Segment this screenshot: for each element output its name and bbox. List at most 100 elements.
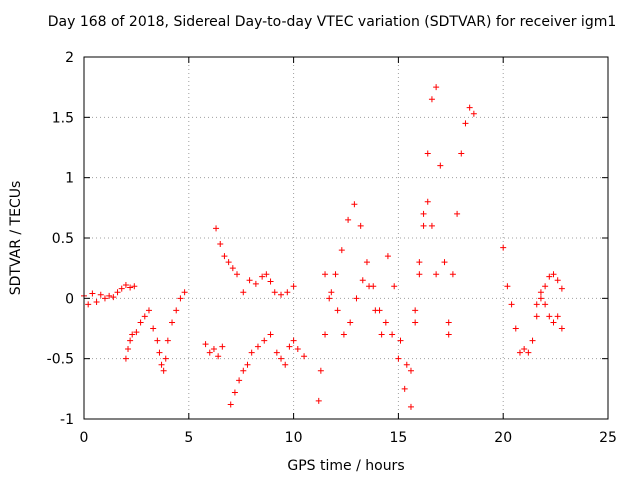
y-tick-label: 2: [65, 50, 74, 66]
data-point: [278, 291, 285, 298]
data-point: [210, 346, 217, 353]
y-tick-label: -1: [60, 412, 74, 428]
data-point: [114, 289, 121, 296]
data-point: [420, 210, 427, 217]
x-tick-label: 0: [80, 430, 89, 446]
data-point: [248, 349, 255, 356]
data-point: [462, 120, 469, 127]
data-point: [158, 361, 165, 368]
series-seg4: [213, 225, 297, 298]
data-point: [372, 307, 379, 314]
data-point: [127, 284, 134, 291]
data-point: [254, 343, 261, 350]
data-point: [353, 295, 360, 302]
data-point: [215, 353, 222, 360]
data-point: [533, 313, 540, 320]
data-point: [445, 331, 452, 338]
data-point: [416, 271, 423, 278]
data-point: [282, 361, 289, 368]
data-point: [160, 367, 167, 374]
data-point: [164, 337, 171, 344]
data-point: [449, 271, 456, 278]
data-point: [217, 241, 224, 248]
data-point: [129, 331, 136, 338]
data-point: [328, 289, 335, 296]
data-point: [542, 301, 549, 308]
data-point: [537, 289, 544, 296]
series-seg2: [122, 289, 188, 374]
data-point: [240, 289, 247, 296]
data-point: [127, 337, 134, 344]
data-point: [521, 346, 528, 353]
data-point: [106, 292, 113, 299]
data-point: [118, 285, 125, 292]
data-point: [500, 244, 507, 251]
data-point: [122, 355, 129, 362]
data-point: [508, 301, 515, 308]
data-point: [221, 253, 228, 260]
grid-lines: [84, 57, 608, 419]
data-point: [332, 271, 339, 278]
data-point: [202, 341, 209, 348]
data-point: [317, 367, 324, 374]
data-point: [533, 301, 540, 308]
data-point: [441, 259, 448, 266]
data-point: [412, 307, 419, 314]
data-point: [351, 201, 358, 208]
data-point: [382, 319, 389, 326]
x-tick-label: 15: [389, 430, 407, 446]
series-seg1: [81, 282, 138, 308]
data-point: [550, 271, 557, 278]
data-point: [284, 289, 291, 296]
data-point: [141, 313, 148, 320]
data-point: [133, 329, 140, 336]
data-point: [366, 283, 373, 290]
series-seg5: [227, 331, 308, 408]
data-point: [445, 319, 452, 326]
data-point: [137, 319, 144, 326]
x-tick-label: 25: [599, 430, 617, 446]
data-point: [231, 389, 238, 396]
data-point: [125, 346, 132, 353]
series-seg12: [533, 289, 565, 332]
data-point: [391, 283, 398, 290]
chart-title: Day 168 of 2018, Sidereal Day-to-day VTE…: [47, 14, 617, 30]
data-point: [378, 331, 385, 338]
y-axis-label: SDTVAR / TECUs: [8, 181, 24, 296]
data-point: [273, 349, 280, 356]
data-point: [403, 361, 410, 368]
data-point: [236, 377, 243, 384]
data-point: [263, 271, 270, 278]
x-axis-label: GPS time / hours: [287, 458, 404, 474]
data-point: [359, 277, 366, 284]
series-seg11: [500, 244, 565, 356]
data-point: [416, 259, 423, 266]
data-point: [162, 355, 169, 362]
data-point: [206, 349, 213, 356]
data-point: [529, 337, 536, 344]
y-tick-label: 0.5: [52, 231, 74, 247]
data-point: [338, 247, 345, 254]
data-markers: [81, 84, 565, 410]
data-point: [110, 294, 117, 301]
data-point: [173, 307, 180, 314]
data-point: [345, 216, 352, 223]
data-point: [389, 331, 396, 338]
data-point: [315, 397, 322, 404]
data-point: [546, 313, 553, 320]
data-point: [122, 282, 129, 289]
data-point: [169, 319, 176, 326]
data-point: [558, 285, 565, 292]
data-point: [504, 283, 511, 290]
data-point: [433, 271, 440, 278]
data-point: [412, 319, 419, 326]
data-point: [156, 349, 163, 356]
data-point: [554, 277, 561, 284]
y-tick-label: 1.5: [52, 110, 74, 126]
data-point: [454, 210, 461, 217]
data-point: [395, 355, 402, 362]
data-point: [131, 283, 138, 290]
data-point: [85, 301, 92, 308]
series-seg7: [322, 253, 410, 368]
data-point: [357, 222, 364, 229]
